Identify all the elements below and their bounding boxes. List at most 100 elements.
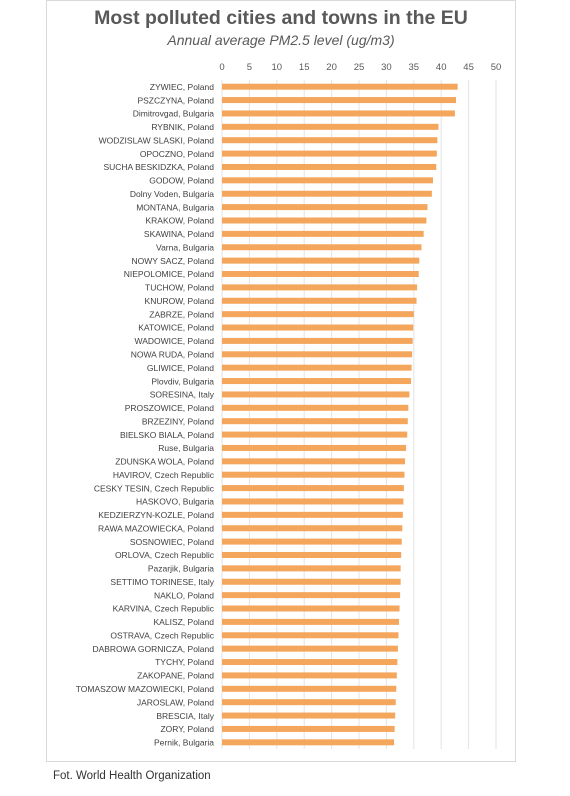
category-label: KALISZ, Poland — [154, 617, 215, 627]
x-tick-label: 45 — [463, 62, 474, 73]
category-label: KNUROW, Poland — [145, 296, 215, 306]
bar — [222, 404, 409, 411]
category-label: GLIWICE, Poland — [147, 363, 214, 373]
bar — [222, 444, 407, 451]
category-label: MONTANA, Bulgaria — [136, 202, 214, 212]
category-label: SOSNOWIEC, Poland — [130, 537, 214, 547]
category-label: TUCHOW, Poland — [145, 283, 214, 293]
x-tick-label: 50 — [491, 62, 502, 73]
category-label: KARVINA, Czech Republic — [113, 604, 215, 614]
bar — [222, 418, 408, 425]
category-label: ORLOVA, Czech Republic — [115, 550, 215, 560]
bar — [222, 351, 413, 358]
bar — [222, 364, 412, 371]
category-label: NOWY SACZ, Poland — [131, 256, 214, 266]
bar — [222, 177, 433, 184]
category-label: TYCHY, Poland — [155, 657, 214, 667]
bar — [222, 324, 414, 331]
category-label: Varna, Bulgaria — [156, 242, 214, 252]
bar — [222, 297, 417, 304]
bar — [222, 725, 395, 732]
bar — [222, 271, 419, 278]
bar — [222, 699, 396, 706]
category-label: ZDUNSKA WOLA, Poland — [115, 457, 214, 467]
category-label: KEDZIERZYN-KOZLE, Poland — [98, 510, 214, 520]
category-label: Plovdiv, Bulgaria — [151, 376, 214, 386]
category-label: HASKOVO, Bulgaria — [136, 497, 214, 507]
bar — [222, 150, 437, 157]
bar — [222, 83, 458, 90]
category-label: WODZISLAW SLASKI, Poland — [99, 135, 215, 145]
bar — [222, 110, 455, 117]
category-label: JAROSLAW, Poland — [137, 697, 214, 707]
bar-chart: 0 5 10 15 20 25 30 35 40 45 50 ZYWIEC, Poland PSZCZY… — [76, 62, 502, 749]
x-tick-label: 5 — [247, 62, 252, 73]
bar — [222, 592, 401, 599]
category-label: WADOWICE, Poland — [134, 336, 214, 346]
category-label: CESKY TESIN, Czech Republic — [94, 483, 215, 493]
category-label: Ruse, Bulgaria — [158, 443, 214, 453]
category-label: SUCHA BESKIDZKA, Poland — [103, 162, 214, 172]
category-label: HAVIROV, Czech Republic — [113, 470, 215, 480]
image-caption: Fot. World Health Organization — [53, 770, 211, 782]
bar — [222, 672, 397, 679]
bar — [222, 605, 400, 612]
category-label: Dolny Voden, Bulgaria — [130, 189, 214, 199]
bar — [222, 618, 400, 625]
category-label: SORESINA, Italy — [150, 390, 215, 400]
category-label: KATOWICE, Poland — [138, 323, 214, 333]
bar — [222, 431, 408, 438]
bar — [222, 498, 404, 505]
category-label: NIEPOLOMICE, Poland — [124, 269, 215, 279]
x-tick-label: 25 — [354, 62, 365, 73]
bar — [222, 244, 422, 251]
bar — [222, 565, 401, 572]
x-tick-label: 15 — [299, 62, 310, 73]
bar — [222, 311, 414, 318]
category-label: PSZCZYNA, Poland — [137, 95, 214, 105]
x-tick-label: 20 — [326, 62, 337, 73]
x-tick-label: 35 — [409, 62, 420, 73]
bar — [222, 632, 399, 639]
chart-title: Most polluted cities and towns in the EU — [94, 7, 468, 29]
bar — [222, 123, 439, 130]
bar — [222, 645, 398, 652]
x-tick-label: 40 — [436, 62, 447, 73]
bar — [222, 378, 412, 385]
category-label: KRAKOW, Poland — [145, 216, 214, 226]
category-label: BRZEZINY, Poland — [142, 416, 214, 426]
bar — [222, 391, 410, 398]
category-label: PROSZOWICE, Poland — [125, 403, 215, 413]
x-tick-label: 10 — [272, 62, 283, 73]
category-label: ZYWIEC, Poland — [150, 82, 215, 92]
bar — [222, 685, 397, 692]
bar — [222, 217, 427, 224]
category-label: SETTIMO TORINESE, Italy — [110, 577, 214, 587]
category-label: ZABRZE, Poland — [149, 309, 214, 319]
category-label: TOMASZOW MAZOWIECKI, Poland — [76, 684, 214, 694]
chart-frame: Most polluted cities and towns in the EU… — [46, 0, 516, 762]
bar — [222, 739, 395, 746]
category-label: BIELSKO BIALA, Poland — [120, 430, 214, 440]
category-label: Pazarjik, Bulgaria — [148, 564, 214, 574]
x-tick-label: 0 — [219, 62, 224, 73]
bar — [222, 204, 428, 211]
category-label: OPOCZNO, Poland — [140, 149, 214, 159]
category-label: RYBNIK, Poland — [151, 122, 214, 132]
bar — [222, 471, 405, 478]
category-label: OSTRAVA, Czech Republic — [110, 630, 214, 640]
bar — [222, 659, 398, 666]
category-label: NOWA RUDA, Poland — [131, 349, 215, 359]
bar — [222, 137, 438, 144]
bar — [222, 337, 413, 344]
bar — [222, 284, 418, 291]
category-label: GODOW, Poland — [149, 176, 214, 186]
category-label: ZAKOPANE, Poland — [137, 671, 214, 681]
category-label: SKAWINA, Poland — [144, 229, 214, 239]
bar — [222, 257, 420, 264]
category-label: NAKLO, Poland — [154, 590, 214, 600]
category-label: ZORY, Poland — [160, 724, 214, 734]
bar — [222, 712, 396, 719]
bar — [222, 163, 437, 170]
category-label: RAWA MAZOWIECKA, Poland — [98, 523, 214, 533]
